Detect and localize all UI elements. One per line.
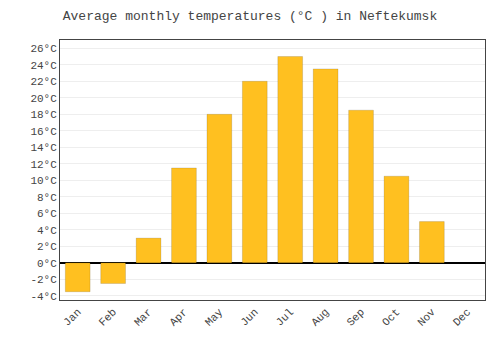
svg-text:26°C: 26°C <box>30 43 57 55</box>
svg-text:Dec: Dec <box>451 306 473 328</box>
svg-text:Average monthly temperatures (: Average monthly temperatures (°C ) in Ne… <box>63 9 438 24</box>
svg-text:Sep: Sep <box>345 306 367 328</box>
svg-text:18°C: 18°C <box>30 109 57 121</box>
svg-text:10°C: 10°C <box>30 175 57 187</box>
svg-text:May: May <box>203 306 226 329</box>
svg-text:Jul: Jul <box>274 306 296 328</box>
svg-text:0°C: 0°C <box>37 258 57 270</box>
svg-text:Mar: Mar <box>132 306 154 328</box>
svg-text:14°C: 14°C <box>30 142 57 154</box>
svg-text:16°C: 16°C <box>30 126 57 138</box>
svg-text:Apr: Apr <box>167 306 189 328</box>
svg-text:2°C: 2°C <box>37 241 57 253</box>
svg-text:8°C: 8°C <box>37 192 57 204</box>
svg-text:12°C: 12°C <box>30 159 57 171</box>
svg-text:22°C: 22°C <box>30 76 57 88</box>
svg-text:6°C: 6°C <box>37 208 57 220</box>
svg-text:-4°C: -4°C <box>30 291 57 303</box>
svg-text:Oct: Oct <box>380 306 402 328</box>
svg-text:Aug: Aug <box>309 306 331 328</box>
svg-text:Jun: Jun <box>238 306 260 328</box>
svg-text:Jan: Jan <box>61 306 83 328</box>
svg-text:20°C: 20°C <box>30 93 57 105</box>
svg-text:4°C: 4°C <box>37 225 57 237</box>
svg-text:Feb: Feb <box>97 306 119 328</box>
svg-text:-2°C: -2°C <box>30 274 57 286</box>
svg-text:Nov: Nov <box>415 306 438 329</box>
svg-text:24°C: 24°C <box>30 60 57 72</box>
